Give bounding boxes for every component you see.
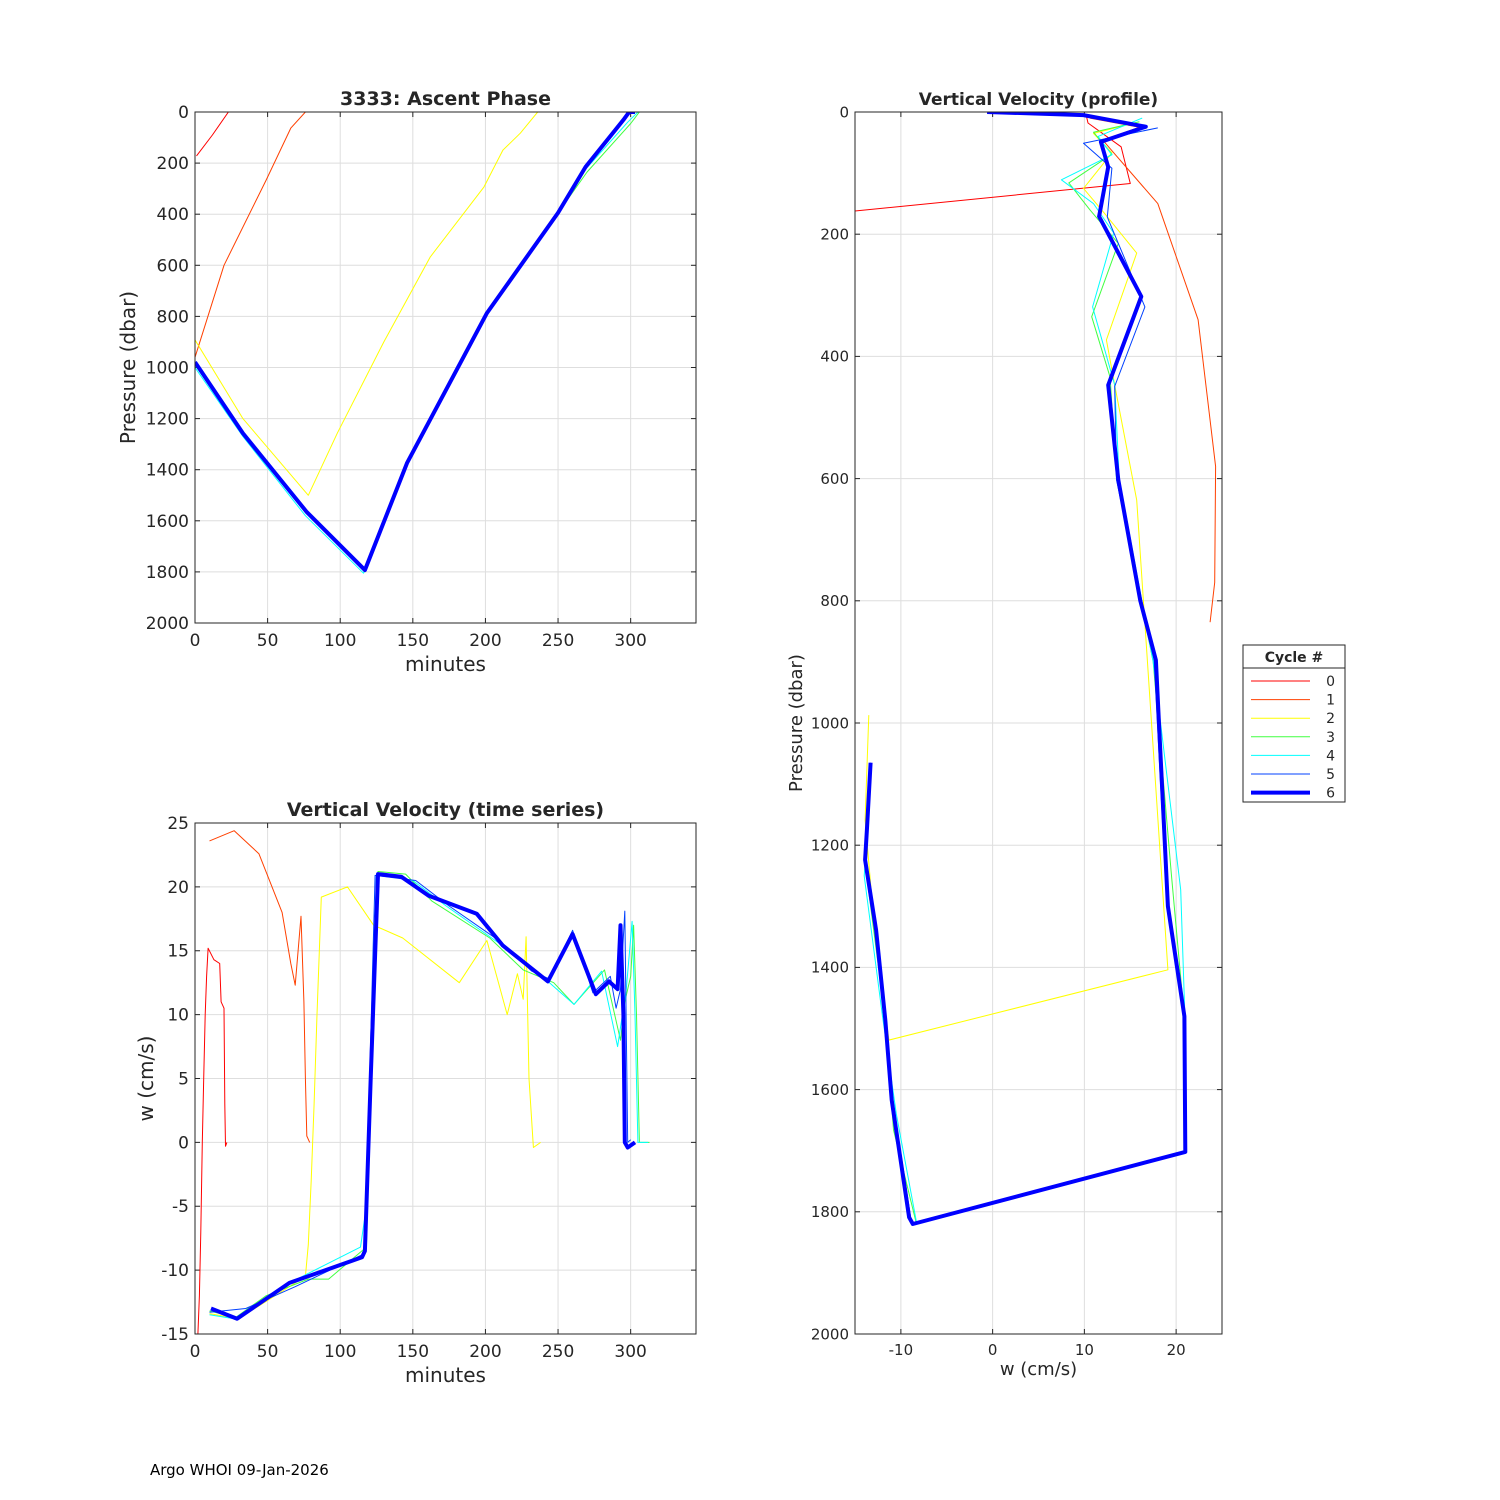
y-tick-label: 800 <box>157 307 189 327</box>
x-tick-label: 10 <box>1075 1341 1094 1359</box>
x-tick-label: 100 <box>324 631 356 651</box>
y-tick-label: 1200 <box>146 410 189 430</box>
y-tick-label: 0 <box>178 103 189 123</box>
y-tick-label: 25 <box>167 814 189 834</box>
y-tick-label: 400 <box>820 348 849 366</box>
x-tick-label: 150 <box>397 1342 429 1362</box>
y-tick-label: 600 <box>820 470 849 488</box>
x-tick-label: 0 <box>190 631 201 651</box>
y-tick-label: -15 <box>161 1325 189 1345</box>
y-axis-label: w (cm/s) <box>134 1036 158 1122</box>
x-tick-label: 50 <box>257 1342 279 1362</box>
y-tick-label: 15 <box>167 942 189 962</box>
y-tick-label: 1000 <box>811 714 849 732</box>
legend-title: Cycle # <box>1265 650 1324 666</box>
y-tick-label: 10 <box>167 1006 189 1026</box>
series-line-cycle-0 <box>855 114 1131 212</box>
y-tick-label: 0 <box>178 1133 189 1153</box>
x-tick-label: 0 <box>988 1341 998 1359</box>
series-line-cycle-1 <box>195 112 312 358</box>
legend-label-cycle-6: 6 <box>1326 786 1335 802</box>
y-tick-label: 800 <box>820 592 849 610</box>
velocity-profile-axes: -10 0 10 2002004006008001000120014001600180… <box>786 90 1223 1380</box>
y-tick-label: 0 <box>839 103 849 121</box>
series-line-cycle-6 <box>195 112 635 573</box>
series-line-cycle-6 <box>863 112 1188 1226</box>
y-tick-label: 2000 <box>146 614 189 634</box>
y-tick-label: 200 <box>820 225 849 243</box>
y-tick-label: 1400 <box>146 461 189 481</box>
y-axis-label: Pressure (dbar) <box>786 654 807 792</box>
series-line-cycle-0 <box>197 947 228 1334</box>
x-tick-label: 150 <box>397 631 429 651</box>
y-tick-label: -10 <box>161 1261 189 1281</box>
legend-label-cycle-0: 0 <box>1326 674 1335 690</box>
series-line-cycle-0 <box>196 112 233 157</box>
legend-label-cycle-1: 1 <box>1326 693 1335 709</box>
series-line-cycle-2 <box>195 112 544 496</box>
series-line-cycle-1 <box>209 830 311 1143</box>
x-tick-label: 250 <box>542 1342 574 1362</box>
series-group <box>195 112 653 574</box>
y-axis-label: Pressure (dbar) <box>116 291 140 444</box>
y-tick-label: 600 <box>157 256 189 276</box>
x-tick-label: 300 <box>614 1342 646 1362</box>
legend-label-cycle-2: 2 <box>1326 711 1335 727</box>
chart-title: Vertical Velocity (time series) <box>287 799 604 821</box>
series-group <box>855 112 1217 1226</box>
x-axis-label: minutes <box>405 1363 486 1387</box>
y-tick-label: 1800 <box>811 1203 849 1221</box>
x-tick-label: 20 <box>1167 1341 1186 1359</box>
chart-title: 3333: Ascent Phase <box>340 88 551 110</box>
axes-frame <box>194 111 697 624</box>
y-tick-label: 1200 <box>811 836 849 854</box>
y-tick-label: 1600 <box>811 1081 849 1099</box>
axes-frame <box>854 111 1223 1335</box>
x-tick-label: 50 <box>257 631 279 651</box>
y-tick-label: 200 <box>157 154 189 174</box>
x-tick-label: 100 <box>324 1342 356 1362</box>
velocity-time-axes: 0 50 100 150 200 250 300 -15 -10 -5 0 5 10 15 20 25 Vert… <box>134 799 697 1387</box>
legend-label-cycle-4: 4 <box>1326 748 1335 764</box>
y-tick-label: 2000 <box>811 1325 849 1343</box>
x-tick-label: -10 <box>889 1341 914 1359</box>
y-tick-label: 20 <box>167 878 189 898</box>
series-line-cycle-2 <box>209 886 541 1320</box>
axes-frame <box>194 822 697 1335</box>
ascent-axes: 0 50 100 150 200 250 300 0 200 400 600 800 1000 1200 1… <box>116 88 697 676</box>
x-axis-label: w (cm/s) <box>1000 1359 1077 1380</box>
y-tick-label: 1800 <box>146 563 189 583</box>
y-tick-label: 400 <box>157 205 189 225</box>
x-axis-label: minutes <box>405 652 486 676</box>
x-tick-label: 250 <box>542 631 574 651</box>
legend-label-cycle-3: 3 <box>1326 730 1335 746</box>
x-tick-label: 200 <box>469 1342 501 1362</box>
series-line-cycle-6 <box>210 872 637 1321</box>
series-line-cycle-3 <box>209 871 650 1318</box>
x-tick-label: 0 <box>190 1342 201 1362</box>
x-tick-label: 300 <box>614 631 646 651</box>
legend-label-cycle-5: 5 <box>1326 767 1335 783</box>
x-tick-label: 200 <box>469 631 501 651</box>
y-tick-label: -5 <box>172 1197 189 1217</box>
y-tick-label: 1400 <box>811 959 849 977</box>
y-tick-label: 1600 <box>146 512 189 532</box>
footer-caption: Argo WHOI 09-Jan-2026 <box>150 1461 329 1479</box>
chart-title: Vertical Velocity (profile) <box>919 90 1158 110</box>
y-tick-label: 5 <box>178 1069 189 1089</box>
legend: Cycle #0 1 2 3 4 5 6 <box>1242 644 1346 803</box>
legend-box <box>1242 644 1346 803</box>
y-tick-label: 1000 <box>146 358 189 378</box>
series-group <box>197 830 650 1334</box>
